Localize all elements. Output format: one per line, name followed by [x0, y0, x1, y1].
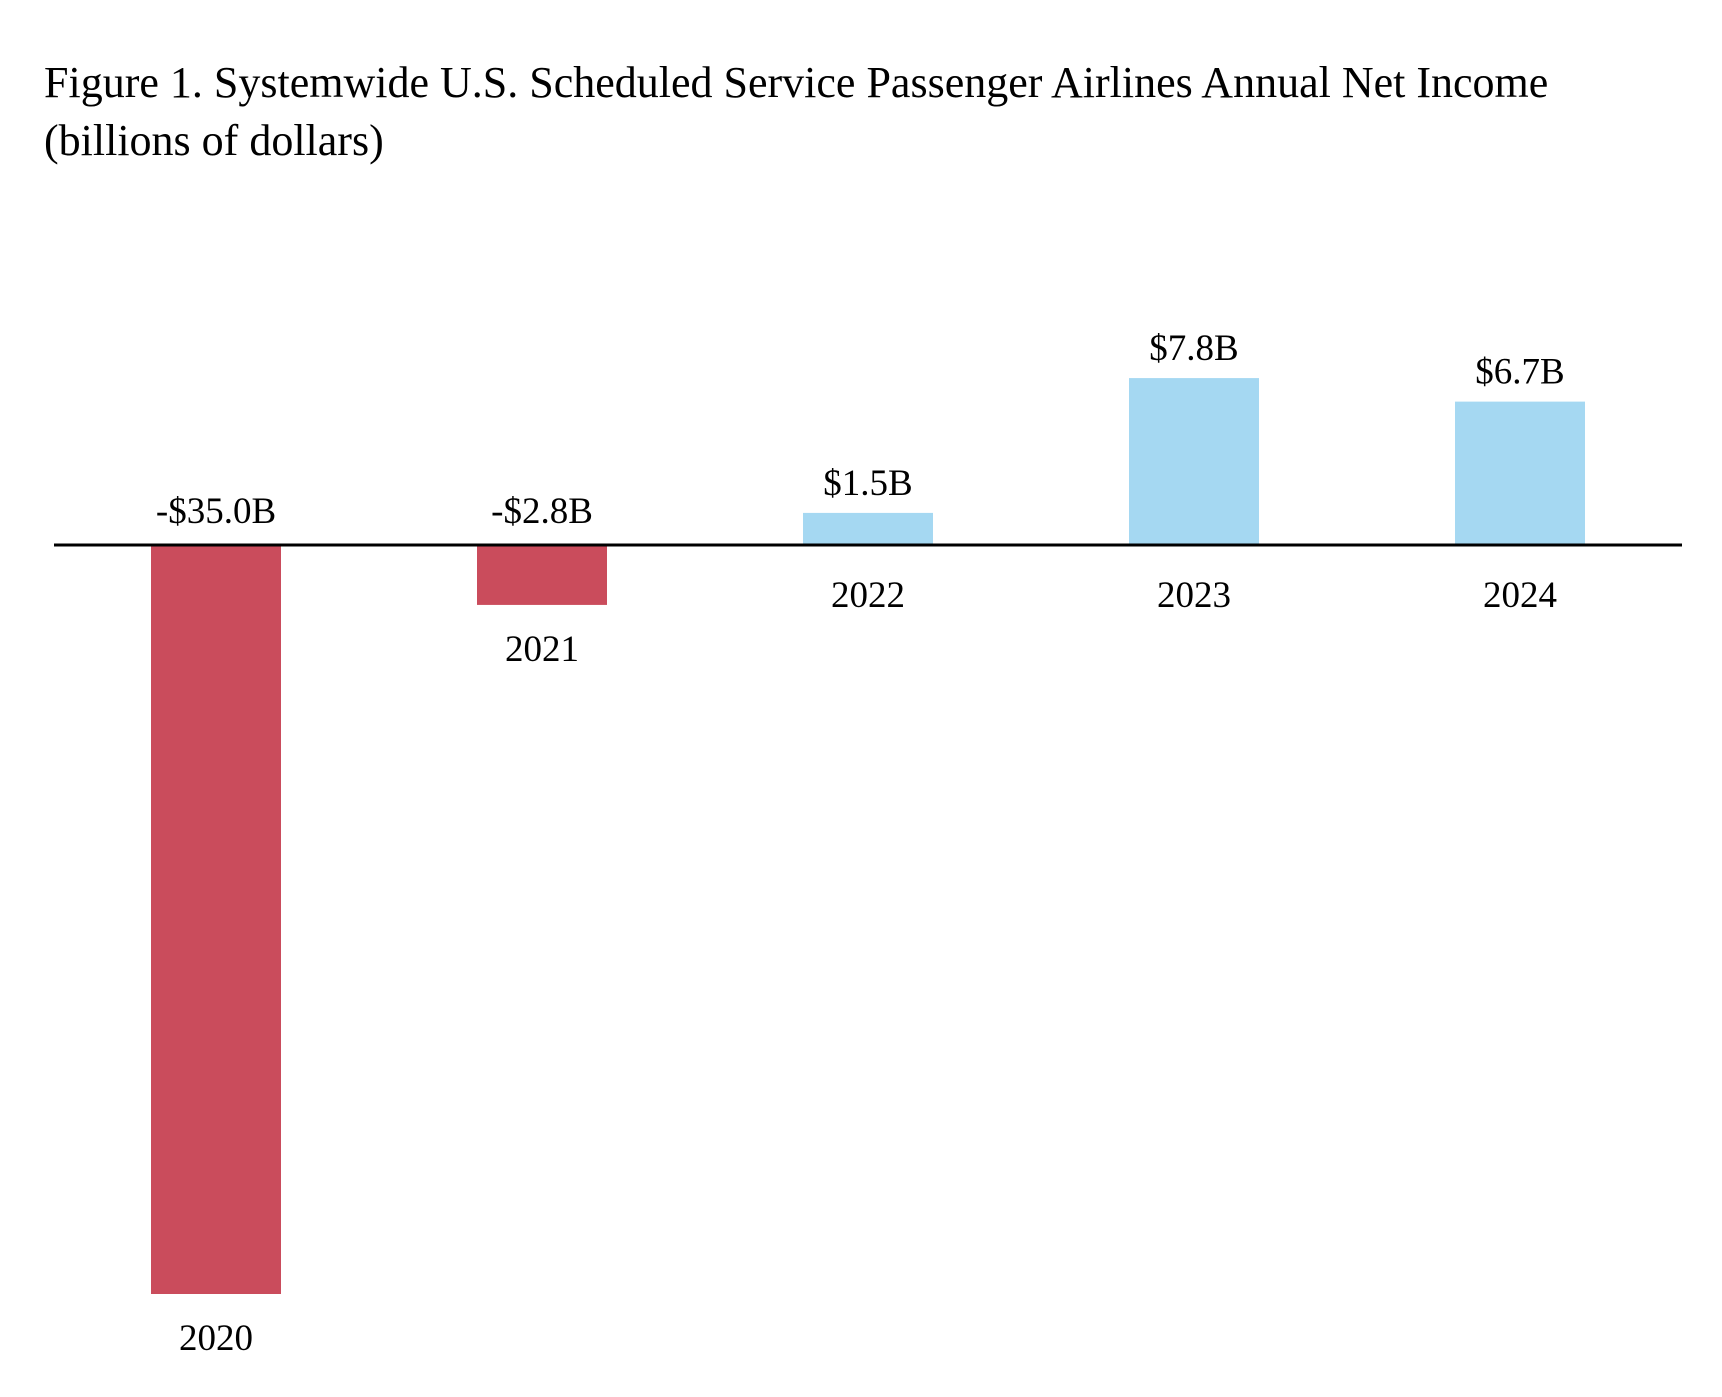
- category-label-2022: 2022: [831, 575, 905, 616]
- category-label-2024: 2024: [1483, 575, 1557, 616]
- chart-title-line-1: Figure 1. Systemwide U.S. Scheduled Serv…: [44, 58, 1549, 107]
- bar-2024: [1455, 401, 1585, 545]
- data-label-2023: $7.8B: [1149, 328, 1238, 369]
- chart-title-line-2: (billions of dollars): [44, 116, 384, 165]
- bar-2021: [477, 545, 607, 605]
- data-label-2021: -$2.8B: [491, 491, 593, 532]
- bar-2022: [803, 512, 933, 545]
- bar-group: [151, 378, 1585, 1294]
- category-label-group: 2020 2021 2022 2023 2024: [179, 575, 1557, 1359]
- category-label-2023: 2023: [1157, 575, 1231, 616]
- bar-2023: [1129, 378, 1259, 545]
- category-label-2021: 2021: [505, 629, 579, 670]
- data-label-2024: $6.7B: [1475, 352, 1564, 393]
- data-label-2020: -$35.0B: [156, 491, 276, 532]
- data-label-2022: $1.5B: [823, 463, 912, 504]
- category-label-2020: 2020: [179, 1318, 253, 1359]
- data-label-group: -$35.0B -$2.8B $1.5B $7.8B $6.7B: [156, 328, 1565, 532]
- bar-2020: [151, 545, 281, 1294]
- chart-title: Figure 1. Systemwide U.S. Scheduled Serv…: [44, 54, 1704, 170]
